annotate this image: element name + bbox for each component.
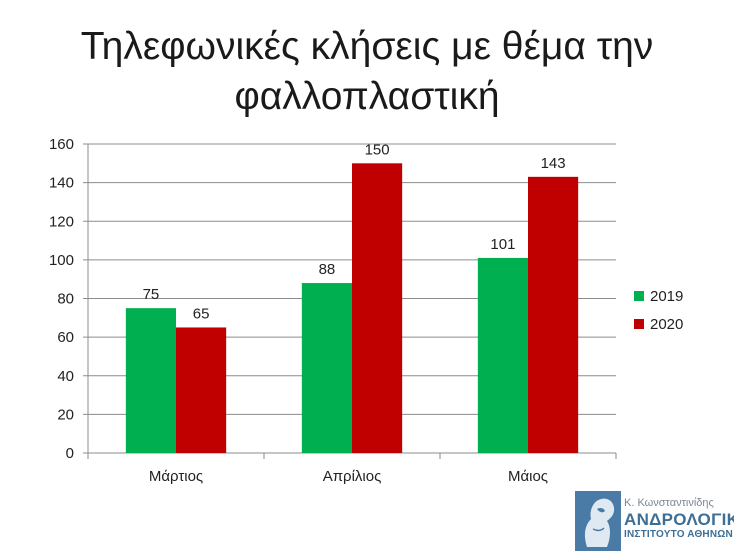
logo-subtitle: ΙΝΣΤΙΤΟΥΤΟ ΑΘΗΝΩΝ xyxy=(624,529,733,540)
bar-chart: 0 20 40 60 80 100 120 140 160 75 65 Μάρτιος 88 150 Απρ… xyxy=(49,136,683,485)
logo-author: Κ. Κωνσταντινίδης xyxy=(624,497,714,509)
bar-2020 xyxy=(176,327,227,453)
legend-swatch-2020 xyxy=(634,319,644,329)
x-tick-label: Μάιος xyxy=(508,468,548,485)
y-tick-label: 40 xyxy=(57,368,74,385)
x-tick-label: Απρίλιος xyxy=(323,468,382,485)
data-label: 150 xyxy=(365,141,390,158)
bar-2020 xyxy=(528,176,579,454)
data-label: 143 xyxy=(541,155,566,172)
chart-title-line-1: Τηλεφωνικές κλήσεις με θέμα την xyxy=(80,25,654,68)
legend-label: 2019 xyxy=(650,288,683,305)
bar-2019 xyxy=(301,283,352,453)
bar-2019 xyxy=(477,257,528,453)
y-tick-label: 100 xyxy=(49,252,74,269)
y-tick-label: 0 xyxy=(66,445,74,462)
y-tick-label: 160 xyxy=(49,136,74,153)
x-tick-label: Μάρτιος xyxy=(149,468,203,485)
y-tick-label: 20 xyxy=(57,406,74,423)
data-label: 75 xyxy=(143,286,160,303)
institute-logo-text: Κ. Κωνσταντινίδης ΑΝΔΡΟΛΟΓΙΚΟ ΙΝΣΤΙΤΟΥΤΟ… xyxy=(624,497,734,541)
data-label: 65 xyxy=(193,305,210,322)
y-tick-label: 120 xyxy=(49,213,74,230)
y-tick-label: 80 xyxy=(57,291,74,308)
legend-swatch-2019 xyxy=(634,291,644,301)
data-label: 88 xyxy=(319,261,336,278)
legend-label: 2020 xyxy=(650,316,683,333)
data-label: 101 xyxy=(490,236,515,253)
bar-2020 xyxy=(352,163,403,453)
bar-2019 xyxy=(125,308,176,453)
y-tick-label: 60 xyxy=(57,329,74,346)
chart-title-line-2: φαλλοπλαστική xyxy=(234,75,500,118)
logo-name: ΑΝΔΡΟΛΟΓΙΚΟ xyxy=(624,510,734,529)
chart-title: Τηλεφωνικές κλήσεις με θέμα την φαλλοπλα… xyxy=(0,22,734,122)
institute-logo-emblem xyxy=(575,491,621,551)
y-tick-label: 140 xyxy=(49,175,74,192)
